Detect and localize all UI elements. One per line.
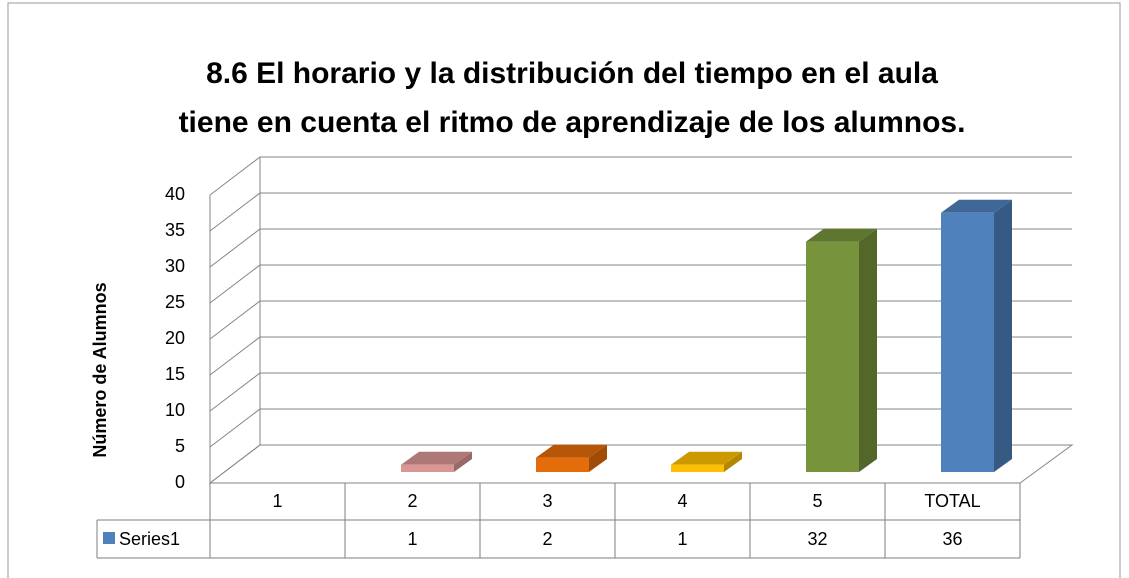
grid-line <box>209 192 1072 232</box>
bar-top <box>536 444 607 458</box>
table-value: 1 <box>407 529 417 549</box>
chart-frame <box>7 2 1121 578</box>
y-tick-label: 0 <box>175 472 185 492</box>
y-tick-label: 30 <box>165 256 185 276</box>
bar-top <box>941 199 1012 213</box>
bar-top <box>401 451 472 465</box>
table-value: 36 <box>942 529 962 549</box>
legend-label: Series1 <box>119 529 180 549</box>
y-tick-label: 20 <box>165 328 185 348</box>
grid-line <box>209 408 1072 448</box>
x-tick-label: 3 <box>542 491 552 511</box>
y-tick-label: 15 <box>165 364 185 384</box>
bar-side <box>589 444 607 472</box>
grid-line <box>209 372 1072 412</box>
bar-side <box>724 451 742 472</box>
table-value: 32 <box>807 529 827 549</box>
legend-key <box>103 532 115 544</box>
bar-top <box>806 228 877 242</box>
x-tick-label: 5 <box>812 491 822 511</box>
table-value: 2 <box>542 529 552 549</box>
y-axis-label: Número de Alumnos <box>90 282 110 457</box>
x-tick-label: 1 <box>272 491 282 511</box>
bar <box>671 464 724 472</box>
y-tick-label: 40 <box>165 184 185 204</box>
grid-line <box>209 228 1072 268</box>
y-tick-label: 25 <box>165 292 185 312</box>
bar-side <box>454 451 472 472</box>
bar-top <box>671 451 742 465</box>
grid-line <box>209 264 1072 304</box>
bar <box>401 464 454 472</box>
grid-line <box>209 156 1072 196</box>
chart-subtitle: tiene en cuenta el ritmo de aprendizaje … <box>179 106 966 139</box>
chart-title: 8.6 El horario y la distribución del tie… <box>206 57 938 90</box>
y-tick-label: 10 <box>165 400 185 420</box>
bar-side <box>994 199 1012 473</box>
x-tick-label: TOTAL <box>924 491 980 511</box>
x-tick-label: 2 <box>407 491 417 511</box>
y-tick-label: 35 <box>165 220 185 240</box>
grid-line <box>209 444 1072 484</box>
grid-line <box>209 336 1072 376</box>
bar <box>806 241 859 472</box>
x-tick-label: 4 <box>677 491 687 511</box>
bar <box>536 457 589 472</box>
y-tick-label: 5 <box>175 436 185 456</box>
bar <box>941 212 994 473</box>
grid-line <box>209 300 1072 340</box>
bar-side <box>859 228 877 472</box>
table-value: 1 <box>677 529 687 549</box>
